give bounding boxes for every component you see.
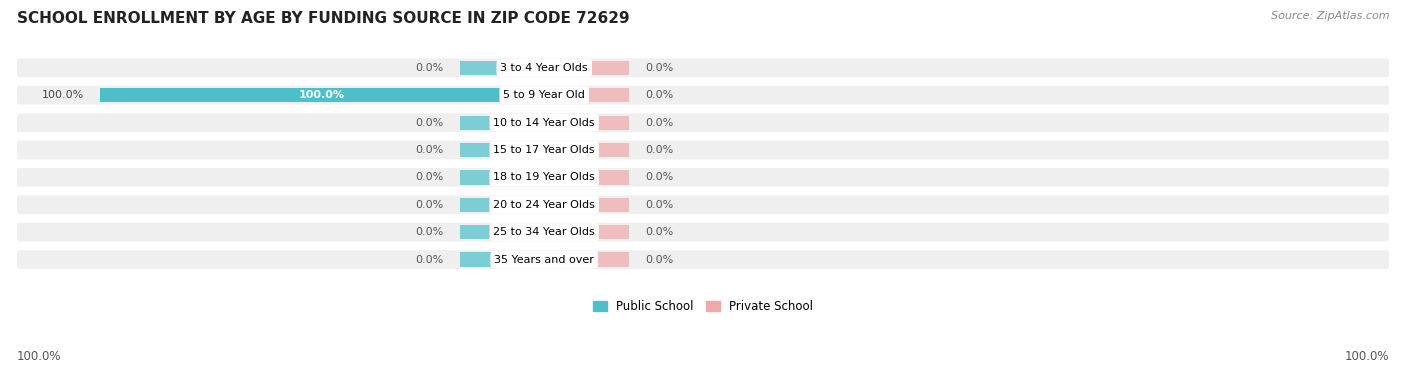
Text: 3 to 4 Year Olds: 3 to 4 Year Olds [501,63,588,73]
Bar [544,143,628,157]
Text: 35 Years and over: 35 Years and over [495,254,595,265]
Text: 100.0%: 100.0% [299,90,344,100]
Bar [100,88,544,102]
Bar [544,253,628,267]
FancyBboxPatch shape [17,250,1389,269]
Text: 0.0%: 0.0% [415,254,444,265]
Text: 5 to 9 Year Old: 5 to 9 Year Old [503,90,585,100]
FancyBboxPatch shape [17,223,1389,242]
FancyBboxPatch shape [17,168,1389,187]
Text: 10 to 14 Year Olds: 10 to 14 Year Olds [494,118,595,128]
Bar [544,61,628,75]
Bar [460,170,544,184]
Text: 20 to 24 Year Olds: 20 to 24 Year Olds [494,200,595,210]
Text: 0.0%: 0.0% [645,227,673,237]
FancyBboxPatch shape [17,59,1389,77]
Text: 0.0%: 0.0% [645,172,673,183]
Bar [544,198,628,212]
FancyBboxPatch shape [17,113,1389,132]
Text: SCHOOL ENROLLMENT BY AGE BY FUNDING SOURCE IN ZIP CODE 72629: SCHOOL ENROLLMENT BY AGE BY FUNDING SOUR… [17,11,630,26]
FancyBboxPatch shape [17,195,1389,214]
Bar [544,88,628,102]
Text: 0.0%: 0.0% [415,145,444,155]
Bar [460,253,544,267]
Bar [460,225,544,239]
Text: Source: ZipAtlas.com: Source: ZipAtlas.com [1271,11,1389,21]
Text: 100.0%: 100.0% [17,350,62,363]
Text: 15 to 17 Year Olds: 15 to 17 Year Olds [494,145,595,155]
Text: 0.0%: 0.0% [645,200,673,210]
Text: 0.0%: 0.0% [415,200,444,210]
Bar [544,170,628,184]
Text: 100.0%: 100.0% [1344,350,1389,363]
Text: 0.0%: 0.0% [645,118,673,128]
Bar [544,116,628,130]
Text: 0.0%: 0.0% [415,227,444,237]
Legend: Public School, Private School: Public School, Private School [588,295,818,318]
Text: 25 to 34 Year Olds: 25 to 34 Year Olds [494,227,595,237]
Text: 0.0%: 0.0% [645,254,673,265]
Text: 0.0%: 0.0% [645,63,673,73]
Bar [460,143,544,157]
Text: 0.0%: 0.0% [415,118,444,128]
Bar [460,116,544,130]
Text: 0.0%: 0.0% [415,172,444,183]
Bar [460,198,544,212]
Text: 0.0%: 0.0% [645,145,673,155]
Bar [544,225,628,239]
Bar [460,61,544,75]
Text: 0.0%: 0.0% [415,63,444,73]
FancyBboxPatch shape [17,86,1389,105]
Text: 18 to 19 Year Olds: 18 to 19 Year Olds [494,172,595,183]
FancyBboxPatch shape [17,141,1389,160]
Text: 0.0%: 0.0% [645,90,673,100]
Text: 100.0%: 100.0% [42,90,84,100]
